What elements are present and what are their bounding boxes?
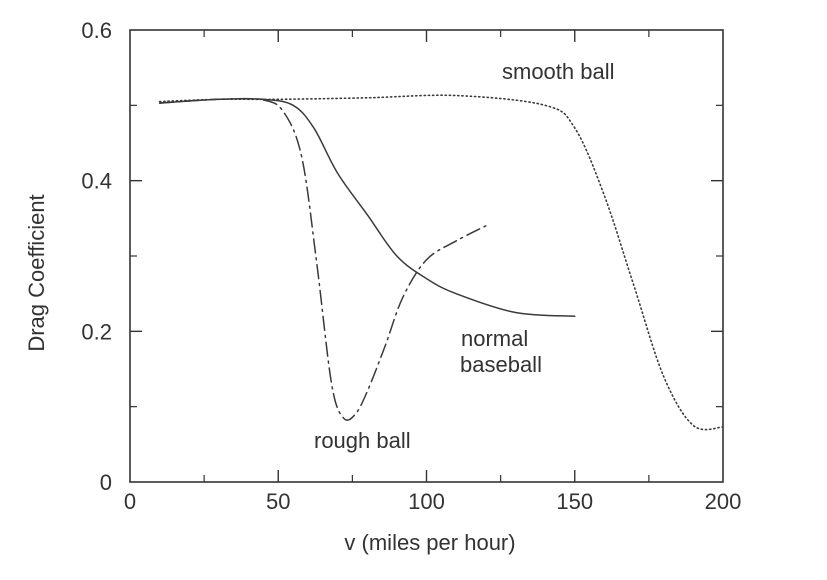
series-line-smooth-ball — [158, 94, 724, 431]
y-tick-label: 0.2 — [81, 319, 112, 344]
x-tick-label: 0 — [124, 489, 136, 514]
y-axis-ticks: 0 0.2 0.4 0.6 — [81, 18, 723, 495]
series-line-normal-baseball — [158, 97, 576, 318]
annotation-baseball: baseball — [460, 352, 542, 377]
y-tick-label: 0 — [100, 470, 112, 495]
x-axis-title: v (miles per hour) — [344, 530, 515, 555]
series-layer — [158, 94, 724, 431]
x-tick-label: 50 — [266, 489, 290, 514]
plot-frame — [129, 29, 724, 483]
x-tick-label: 150 — [556, 489, 593, 514]
annotation-rough-ball: rough ball — [314, 428, 411, 453]
x-tick-label: 200 — [705, 489, 742, 514]
y-tick-label: 0.4 — [81, 169, 112, 194]
y-tick-label: 0.6 — [81, 18, 112, 43]
annotation-smooth-ball: smooth ball — [502, 59, 615, 84]
y-axis-title: Drag Coefficient — [24, 194, 49, 351]
annotation-normal: normal — [461, 326, 528, 351]
x-axis-ticks: 0 50 100 150 200 — [124, 30, 741, 514]
x-tick-label: 100 — [408, 489, 445, 514]
series-line-rough-ball — [158, 97, 487, 421]
